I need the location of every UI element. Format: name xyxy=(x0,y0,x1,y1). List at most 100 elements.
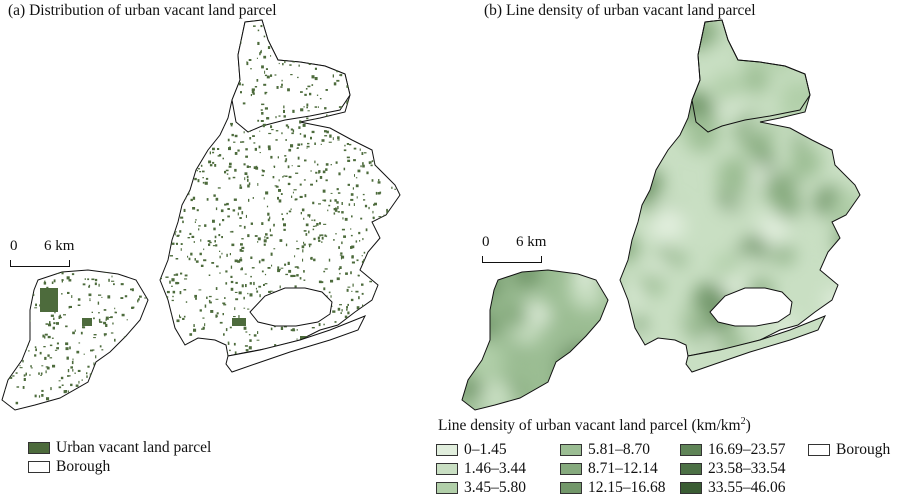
vacant-parcel xyxy=(338,172,341,176)
density-blob xyxy=(462,376,484,403)
vacant-parcel xyxy=(171,278,175,282)
vacant-parcel xyxy=(93,337,96,339)
vacant-parcel xyxy=(187,58,190,62)
vacant-parcel xyxy=(188,55,190,59)
vacant-parcel xyxy=(230,20,233,23)
vacant-parcel xyxy=(326,235,328,238)
vacant-parcel xyxy=(350,136,354,139)
vacant-parcel xyxy=(110,332,114,334)
panel-b-title: (b) Line density of urban vacant land pa… xyxy=(484,2,756,19)
vacant-parcel xyxy=(8,352,11,355)
vacant-parcel xyxy=(284,160,287,163)
vacant-parcel xyxy=(241,83,244,86)
vacant-parcel xyxy=(201,89,205,92)
vacant-parcel xyxy=(137,299,139,303)
density-blob xyxy=(621,136,658,173)
vacant-parcel xyxy=(378,366,381,370)
vacant-parcel xyxy=(361,152,364,155)
vacant-parcel xyxy=(324,268,328,270)
vacant-parcel xyxy=(188,237,190,239)
vacant-parcel xyxy=(317,22,319,26)
vacant-parcel xyxy=(323,40,326,43)
vacant-parcel xyxy=(368,258,371,262)
vacant-parcel xyxy=(278,179,280,182)
vacant-parcel xyxy=(393,131,397,136)
vacant-parcel xyxy=(325,28,327,30)
vacant-parcel xyxy=(350,198,354,201)
vacant-parcel xyxy=(359,26,361,29)
vacant-parcel xyxy=(98,312,100,314)
vacant-parcel xyxy=(53,269,56,272)
vacant-parcel xyxy=(175,273,179,276)
vacant-parcel xyxy=(87,365,90,368)
vacant-parcel xyxy=(193,130,196,133)
vacant-parcel xyxy=(353,363,356,366)
vacant-parcel xyxy=(367,77,371,80)
vacant-parcel xyxy=(88,284,91,287)
vacant-parcel xyxy=(98,318,101,322)
vacant-parcel xyxy=(205,177,209,180)
vacant-parcel xyxy=(350,123,352,126)
vacant-parcel xyxy=(190,38,192,42)
vacant-parcel xyxy=(310,256,313,260)
vacant-parcel xyxy=(386,328,390,331)
vacant-parcel xyxy=(279,285,281,289)
vacant-parcel xyxy=(58,315,61,319)
vacant-parcel xyxy=(301,208,305,212)
vacant-parcel xyxy=(255,166,259,170)
vacant-parcel xyxy=(5,292,8,296)
vacant-parcel xyxy=(107,383,109,388)
vacant-parcel xyxy=(61,384,64,386)
vacant-parcel xyxy=(336,69,339,73)
vacant-parcel xyxy=(0,401,2,403)
vacant-parcel xyxy=(54,349,58,351)
vacant-parcel xyxy=(34,307,38,309)
vacant-parcel xyxy=(114,338,116,342)
vacant-parcel xyxy=(228,177,231,180)
vacant-parcel xyxy=(257,331,259,334)
vacant-parcel xyxy=(359,75,361,77)
density-blob xyxy=(833,23,851,41)
density-blob xyxy=(765,40,798,73)
vacant-parcel xyxy=(357,169,361,173)
vacant-parcel xyxy=(303,270,305,273)
vacant-parcel xyxy=(214,240,216,243)
vacant-parcel xyxy=(173,158,175,162)
vacant-parcel xyxy=(249,282,252,285)
vacant-parcel xyxy=(325,163,329,166)
density-label-1: 0–1.45 xyxy=(464,440,507,458)
vacant-parcel xyxy=(387,300,390,303)
vacant-parcel xyxy=(394,101,397,104)
density-label-8: 23.58–33.54 xyxy=(708,459,786,477)
vacant-parcel xyxy=(264,91,267,95)
vacant-parcel xyxy=(80,331,83,335)
vacant-parcel xyxy=(398,278,400,280)
vacant-parcel xyxy=(312,225,315,227)
vacant-parcel xyxy=(212,151,215,154)
vacant-parcel xyxy=(16,386,20,388)
vacant-parcel xyxy=(90,400,94,403)
vacant-parcel xyxy=(22,386,25,389)
vacant-parcel xyxy=(320,281,324,284)
vacant-parcel xyxy=(234,152,238,155)
vacant-parcel xyxy=(44,356,47,360)
vacant-parcel xyxy=(46,286,49,288)
vacant-parcel xyxy=(290,208,292,210)
vacant-parcel xyxy=(398,168,400,172)
vacant-parcel xyxy=(374,340,377,344)
vacant-parcel xyxy=(179,55,181,58)
vacant-parcel xyxy=(56,322,59,325)
vacant-parcel xyxy=(119,394,121,398)
vacant-parcel xyxy=(334,56,337,59)
vacant-parcel xyxy=(262,170,265,173)
vacant-parcel xyxy=(341,309,343,312)
vacant-parcel xyxy=(382,158,384,161)
vacant-parcel xyxy=(369,280,372,283)
vacant-parcel xyxy=(332,367,334,369)
vacant-parcel xyxy=(247,234,250,238)
vacant-parcel xyxy=(210,356,212,359)
vacant-parcel xyxy=(364,73,368,77)
vacant-parcel xyxy=(360,165,362,168)
density-class-borough: Borough xyxy=(808,440,890,459)
vacant-parcel xyxy=(183,208,186,212)
